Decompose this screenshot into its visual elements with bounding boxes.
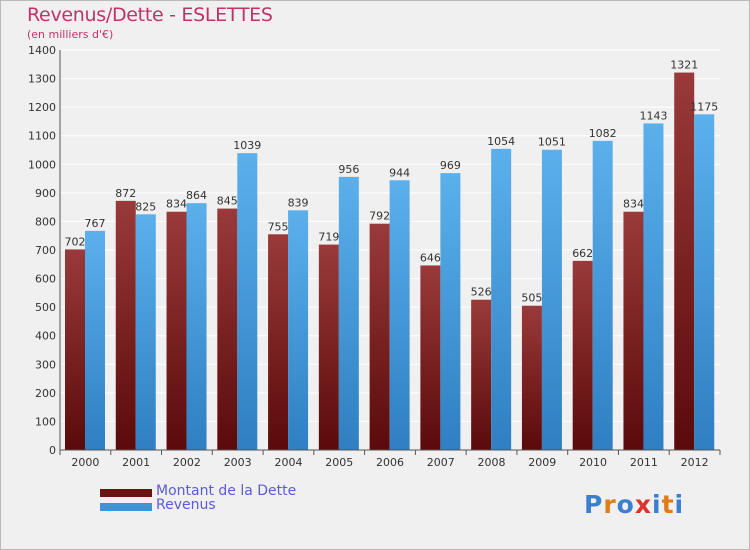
data-label: 839: [288, 196, 309, 209]
data-label: 845: [217, 195, 238, 208]
bar-revenus: [135, 214, 156, 450]
bar-dette: [318, 244, 339, 450]
bar-revenus: [237, 153, 258, 450]
x-tick-label: 2009: [528, 456, 556, 469]
data-label: 1054: [487, 135, 515, 148]
data-label: 825: [135, 200, 156, 213]
y-tick-label: 1300: [28, 73, 56, 86]
x-tick-label: 2007: [427, 456, 455, 469]
legend-swatch-revenus: [100, 503, 152, 511]
y-tick-label: 100: [35, 415, 56, 428]
bar-revenus: [541, 149, 562, 450]
data-label: 944: [389, 166, 410, 179]
y-tick-label: 1100: [28, 130, 56, 143]
x-tick-label: 2008: [478, 456, 506, 469]
bar-revenus: [440, 173, 461, 450]
data-label: 646: [420, 251, 441, 264]
bar-revenus: [694, 114, 715, 451]
proxiti-logo: Proxiti: [584, 490, 684, 519]
bar-dette: [623, 211, 644, 450]
x-tick-label: 2010: [579, 456, 607, 469]
y-tick-label: 400: [35, 330, 56, 343]
x-tick-label: 2005: [325, 456, 353, 469]
logo-letter: i: [674, 490, 685, 519]
data-label: 1039: [233, 139, 261, 152]
x-tick-label: 2004: [274, 456, 302, 469]
legend-swatch-dette: [100, 489, 152, 497]
y-tick-label: 300: [35, 358, 56, 371]
labels-layer: 0 100 200 300 400 500 600 700 800 900 1000 1100 1200…: [28, 44, 720, 469]
data-label: 662: [572, 247, 593, 260]
data-label: 792: [369, 210, 390, 223]
x-tick-label: 2001: [122, 456, 150, 469]
bar-dette: [217, 208, 238, 450]
bar-revenus: [85, 230, 105, 450]
bar-revenus: [338, 176, 359, 450]
x-tick-label: 2003: [224, 456, 252, 469]
bar-dette: [521, 305, 542, 450]
chart-subtitle: (en milliers d'€): [27, 28, 114, 41]
legend-label-revenus: Revenus: [156, 497, 216, 513]
x-tick-label: 2011: [630, 456, 658, 469]
y-tick-label: 800: [35, 215, 56, 228]
logo-letter: P: [584, 490, 604, 519]
bar-revenus: [491, 148, 512, 450]
y-tick-label: 1200: [28, 101, 56, 114]
x-tick-label: 2012: [681, 456, 709, 469]
bar-dette: [674, 72, 695, 451]
y-tick-label: 500: [35, 301, 56, 314]
data-label: 719: [318, 231, 339, 244]
data-label: 864: [186, 189, 207, 202]
bar-revenus: [592, 140, 613, 450]
logo-letter: r: [603, 490, 617, 519]
bar-revenus: [389, 180, 410, 451]
bar-dette: [471, 299, 492, 450]
data-label: 1175: [690, 100, 718, 113]
data-label: 526: [471, 286, 492, 299]
bars-layer: [65, 72, 715, 451]
y-tick-label: 1400: [28, 44, 56, 57]
legend-label-dette: Montant de la Dette: [156, 483, 297, 499]
bar-dette: [65, 249, 85, 450]
data-label: 1321: [670, 59, 698, 72]
y-tick-label: 200: [35, 387, 56, 400]
bar-dette: [420, 265, 441, 450]
data-label: 767: [85, 217, 106, 230]
x-tick-label: 2002: [173, 456, 201, 469]
y-tick-label: 700: [35, 244, 56, 257]
data-label: 1051: [538, 136, 566, 149]
data-label: 1143: [639, 109, 667, 122]
x-tick-label: 2000: [71, 456, 99, 469]
logo-letter: o: [616, 490, 635, 519]
bar-dette: [166, 211, 187, 450]
bar-revenus: [288, 210, 309, 450]
bar-dette: [369, 223, 390, 450]
data-label: 505: [521, 292, 542, 305]
bar-dette: [268, 234, 289, 450]
logo-letter: i: [652, 490, 662, 519]
bar-revenus: [186, 203, 207, 450]
bar-dette: [115, 200, 136, 450]
chart-title: Revenus/Dette - ESLETTES: [27, 4, 273, 26]
data-label: 755: [268, 220, 289, 233]
bar-dette: [572, 260, 593, 450]
data-label: 872: [115, 187, 136, 200]
bar-revenus: [643, 123, 664, 450]
data-label: 834: [166, 198, 187, 211]
logo-letter: x: [634, 490, 652, 519]
logo-letter: t: [661, 490, 675, 519]
y-tick-label: 600: [35, 273, 56, 286]
y-tick-label: 1000: [28, 158, 56, 171]
data-label: 702: [65, 235, 86, 248]
data-label: 969: [440, 159, 461, 172]
x-tick-label: 2006: [376, 456, 404, 469]
data-label: 834: [623, 198, 644, 211]
y-tick-label: 900: [35, 187, 56, 200]
y-tick-label: 0: [49, 444, 56, 457]
data-label: 1082: [589, 127, 617, 140]
data-label: 956: [338, 163, 359, 176]
